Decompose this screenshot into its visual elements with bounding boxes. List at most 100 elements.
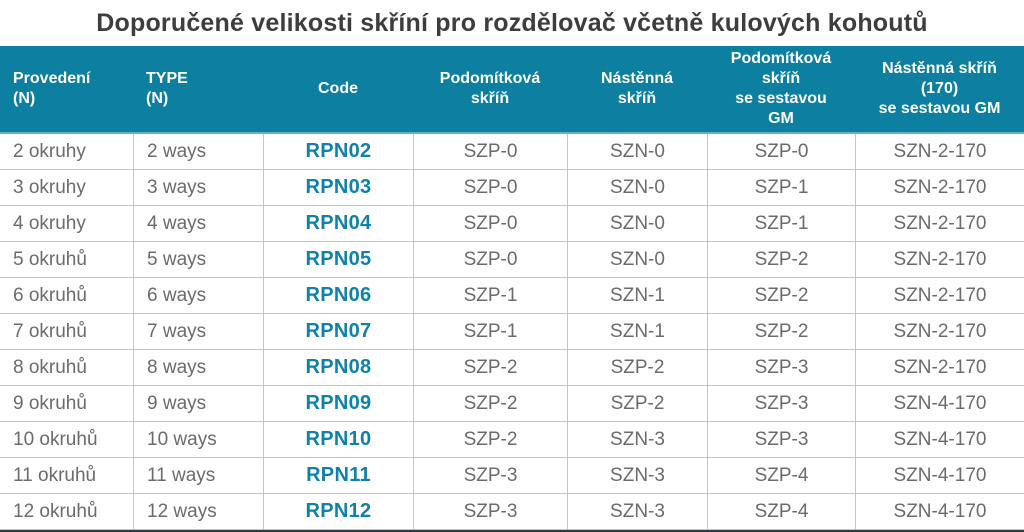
cell-code: RPN12 [263, 494, 413, 529]
cell-szp: SZP-0 [413, 206, 567, 241]
cell-szn: SZN-0 [567, 206, 707, 241]
cell-provedeni: 7 okruhů [13, 320, 87, 342]
cell-szp-gm: SZP-2 [707, 278, 855, 313]
cell-code: RPN05 [263, 242, 413, 277]
cell-szp: SZP-1 [413, 278, 567, 313]
cell-szp: SZP-3 [413, 458, 567, 493]
cell-provedeni: 2 okruhy [13, 140, 86, 162]
table-row: 9 okruhů 9 ways RPN09 SZP-2 SZP-2 SZP-3 … [0, 386, 1024, 422]
cell-szn-170-gm: SZN-2-170 [855, 350, 1024, 385]
cell-szp-gm: SZP-2 [707, 242, 855, 277]
page-title: Doporučené velikosti skříní pro rozdělov… [96, 8, 928, 37]
column-header-type: TYPE (N) [146, 70, 188, 107]
cell-type: 5 ways [133, 242, 263, 277]
table-row: 7 okruhů 7 ways RPN07 SZP-1 SZN-1 SZP-2 … [0, 314, 1024, 350]
column-header-code: Code [318, 80, 358, 97]
cell-szp: SZP-0 [413, 134, 567, 169]
cell-code: RPN06 [263, 278, 413, 313]
cell-code: RPN10 [263, 422, 413, 457]
table-row: 12 okruhů 12 ways RPN12 SZP-3 SZN-3 SZP-… [0, 494, 1024, 530]
cell-szn: SZN-0 [567, 242, 707, 277]
cell-szn-170-gm: SZN-2-170 [855, 314, 1024, 349]
table-row: 3 okruhy 3 ways RPN03 SZP-0 SZN-0 SZP-1 … [0, 170, 1024, 206]
table-header-row: Provedení (N) TYPE (N) Code Podomítková … [0, 46, 1024, 134]
cell-type: 3 ways [133, 170, 263, 205]
cell-szn: SZN-3 [567, 494, 707, 529]
cell-szn: SZN-0 [567, 170, 707, 205]
cell-type: 7 ways [133, 314, 263, 349]
cell-szn: SZN-3 [567, 422, 707, 457]
cell-szn: SZN-0 [567, 134, 707, 169]
cell-szn: SZN-1 [567, 278, 707, 313]
cell-szp-gm: SZP-4 [707, 494, 855, 529]
cell-type: 11 ways [133, 458, 263, 493]
cell-code: RPN08 [263, 350, 413, 385]
cell-szp: SZP-2 [413, 422, 567, 457]
cell-szn-170-gm: SZN-4-170 [855, 458, 1024, 493]
cell-code: RPN02 [263, 134, 413, 169]
cell-szn-170-gm: SZN-2-170 [855, 170, 1024, 205]
cell-provedeni: 12 okruhů [13, 500, 98, 522]
cell-szp: SZP-2 [413, 386, 567, 421]
cell-szn-170-gm: SZN-2-170 [855, 134, 1024, 169]
cell-type: 9 ways [133, 386, 263, 421]
cell-code: RPN11 [263, 458, 413, 493]
cell-szn-170-gm: SZN-4-170 [855, 422, 1024, 457]
cell-szn: SZP-2 [567, 386, 707, 421]
cell-provedeni: 3 okruhy [13, 176, 86, 198]
cell-type: 2 ways [133, 134, 263, 169]
cell-szn: SZP-2 [567, 350, 707, 385]
cell-szp-gm: SZP-3 [707, 350, 855, 385]
column-header-nastenna: Nástěnná skříň [600, 70, 674, 107]
table-row: 5 okruhů 5 ways RPN05 SZP-0 SZN-0 SZP-2 … [0, 242, 1024, 278]
cell-szn-170-gm: SZN-4-170 [855, 494, 1024, 529]
table-row: 4 okruhy 4 ways RPN04 SZP-0 SZN-0 SZP-1 … [0, 206, 1024, 242]
cell-type: 10 ways [133, 422, 263, 457]
cell-szn: SZN-3 [567, 458, 707, 493]
table-row: 6 okruhů 6 ways RPN06 SZP-1 SZN-1 SZP-2 … [0, 278, 1024, 314]
cell-szn-170-gm: SZN-4-170 [855, 386, 1024, 421]
cell-szp: SZP-3 [413, 494, 567, 529]
cell-code: RPN03 [263, 170, 413, 205]
table-row: 8 okruhů 8 ways RPN08 SZP-2 SZP-2 SZP-3 … [0, 350, 1024, 386]
cell-szp-gm: SZP-2 [707, 314, 855, 349]
cell-code: RPN09 [263, 386, 413, 421]
cell-code: RPN07 [263, 314, 413, 349]
cell-type: 12 ways [133, 494, 263, 529]
cell-provedeni: 6 okruhů [13, 284, 87, 306]
column-header-podomitkova: Podomítková skříň [439, 70, 541, 107]
cell-provedeni: 11 okruhů [13, 464, 97, 486]
cell-szp-gm: SZP-3 [707, 422, 855, 457]
cell-provedeni: 9 okruhů [13, 392, 87, 414]
cell-provedeni: 8 okruhů [13, 356, 87, 378]
cell-szn-170-gm: SZN-2-170 [855, 206, 1024, 241]
cell-szp-gm: SZP-0 [707, 134, 855, 169]
cell-szp-gm: SZP-1 [707, 170, 855, 205]
cell-szp: SZP-2 [413, 350, 567, 385]
column-header-podomitkova-gm: Podomítková skříň se sestavou GM [730, 50, 832, 127]
cell-szp: SZP-0 [413, 242, 567, 277]
table-bottom-border [0, 530, 1024, 532]
table-row: 11 okruhů 11 ways RPN11 SZP-3 SZN-3 SZP-… [0, 458, 1024, 494]
column-header-nastenna-170-gm: Nástěnná skříň (170) se sestavou GM [878, 60, 1001, 117]
cabinet-size-table: Provedení (N) TYPE (N) Code Podomítková … [0, 46, 1024, 532]
table-row: 10 okruhů 10 ways RPN10 SZP-2 SZN-3 SZP-… [0, 422, 1024, 458]
cell-szp-gm: SZP-1 [707, 206, 855, 241]
cell-szp-gm: SZP-3 [707, 386, 855, 421]
cell-provedeni: 5 okruhů [13, 248, 87, 270]
cell-code: RPN04 [263, 206, 413, 241]
cell-szp: SZP-1 [413, 314, 567, 349]
cell-szn-170-gm: SZN-2-170 [855, 242, 1024, 277]
cell-provedeni: 4 okruhy [13, 212, 86, 234]
cell-szp: SZP-0 [413, 170, 567, 205]
cell-type: 4 ways [133, 206, 263, 241]
cell-type: 6 ways [133, 278, 263, 313]
cell-szp-gm: SZP-4 [707, 458, 855, 493]
cell-type: 8 ways [133, 350, 263, 385]
table-row: 2 okruhy 2 ways RPN02 SZP-0 SZN-0 SZP-0 … [0, 134, 1024, 170]
cell-szn: SZN-1 [567, 314, 707, 349]
cell-szn-170-gm: SZN-2-170 [855, 278, 1024, 313]
cell-provedeni: 10 okruhů [13, 428, 98, 450]
column-header-provedeni: Provedení (N) [13, 70, 91, 107]
